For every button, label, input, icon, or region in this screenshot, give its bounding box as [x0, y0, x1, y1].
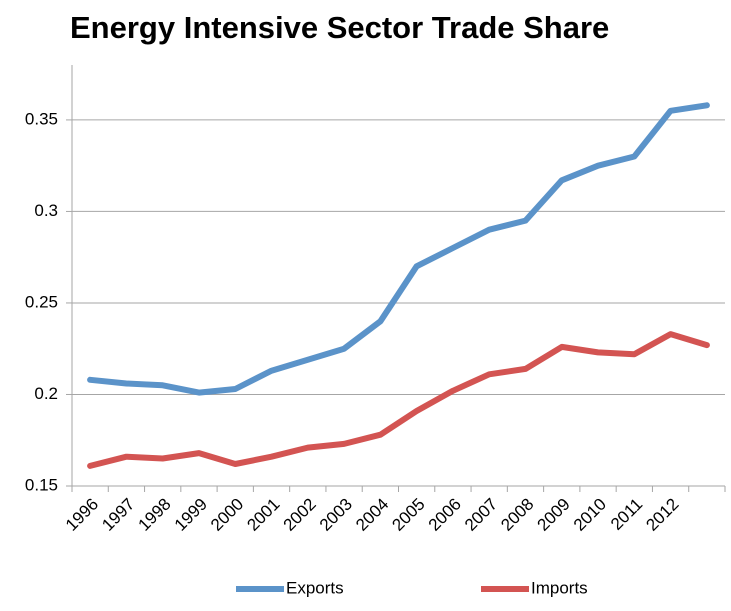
x-tick-label: 2000 — [207, 495, 247, 535]
x-tick-label: 2007 — [461, 495, 501, 535]
x-tick-label: 1996 — [62, 495, 102, 535]
y-tick-label: 0.35 — [25, 109, 58, 128]
x-tick-label: 2010 — [570, 495, 610, 535]
y-tick-label: 0.3 — [34, 201, 58, 220]
y-tick-label: 0.15 — [25, 475, 58, 494]
x-tick-label: 2012 — [642, 495, 682, 535]
x-tick-label: 2006 — [425, 495, 465, 535]
x-tick-label: 2005 — [388, 495, 428, 535]
x-tick-label: 2004 — [352, 495, 392, 535]
x-tick-label: 1998 — [135, 495, 175, 535]
x-tick-label: 1997 — [98, 495, 138, 535]
legend-label: Exports — [286, 578, 344, 597]
y-tick-label: 0.2 — [34, 384, 58, 403]
series-line — [87, 102, 710, 396]
x-tick-label: 2003 — [316, 495, 356, 535]
x-tick-label: 1999 — [171, 495, 211, 535]
legend-label: Imports — [531, 578, 588, 597]
chart-title: Energy Intensive Sector Trade Share — [70, 10, 609, 45]
y-tick-label: 0.25 — [25, 292, 58, 311]
x-tick-label: 2001 — [243, 495, 283, 535]
x-tick-label: 2011 — [607, 495, 646, 534]
x-tick-label: 2009 — [534, 495, 574, 535]
x-tick-label: 2008 — [497, 495, 537, 535]
series-line — [87, 331, 710, 469]
x-tick-label: 2002 — [280, 495, 320, 535]
